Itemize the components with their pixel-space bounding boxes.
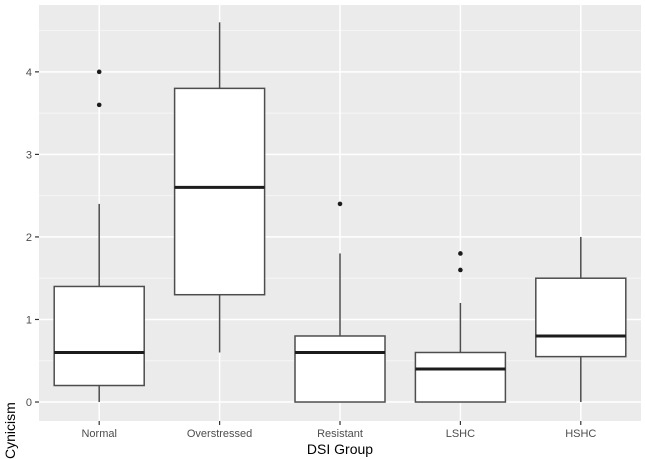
outlier-point [458,251,463,256]
boxplot-box [173,87,266,296]
outlier-point [96,102,102,108]
y-tick-label: 1 [26,314,32,326]
boxplot-box [53,285,145,387]
y-tick-label: 3 [26,149,32,161]
x-tick-label: Normal [81,428,116,440]
boxplot-box [535,277,627,358]
y-axis-title: Cynicism [2,402,18,459]
boxplot-box [294,335,386,403]
y-tick-label: 4 [26,67,32,79]
y-tick-label: 0 [26,397,32,409]
x-axis-title: DSI Group [306,441,374,457]
x-tick-label: LSHC [446,428,475,440]
x-tick-label: Overstressed [187,428,252,440]
x-tick-label: Resistant [317,428,363,440]
boxplot-box [414,351,507,403]
outlier-point [337,201,343,207]
y-tick-label: 2 [26,232,32,244]
outlier-point [458,267,463,273]
x-tick-label: HSHC [565,428,596,440]
outlier-point [96,69,102,75]
